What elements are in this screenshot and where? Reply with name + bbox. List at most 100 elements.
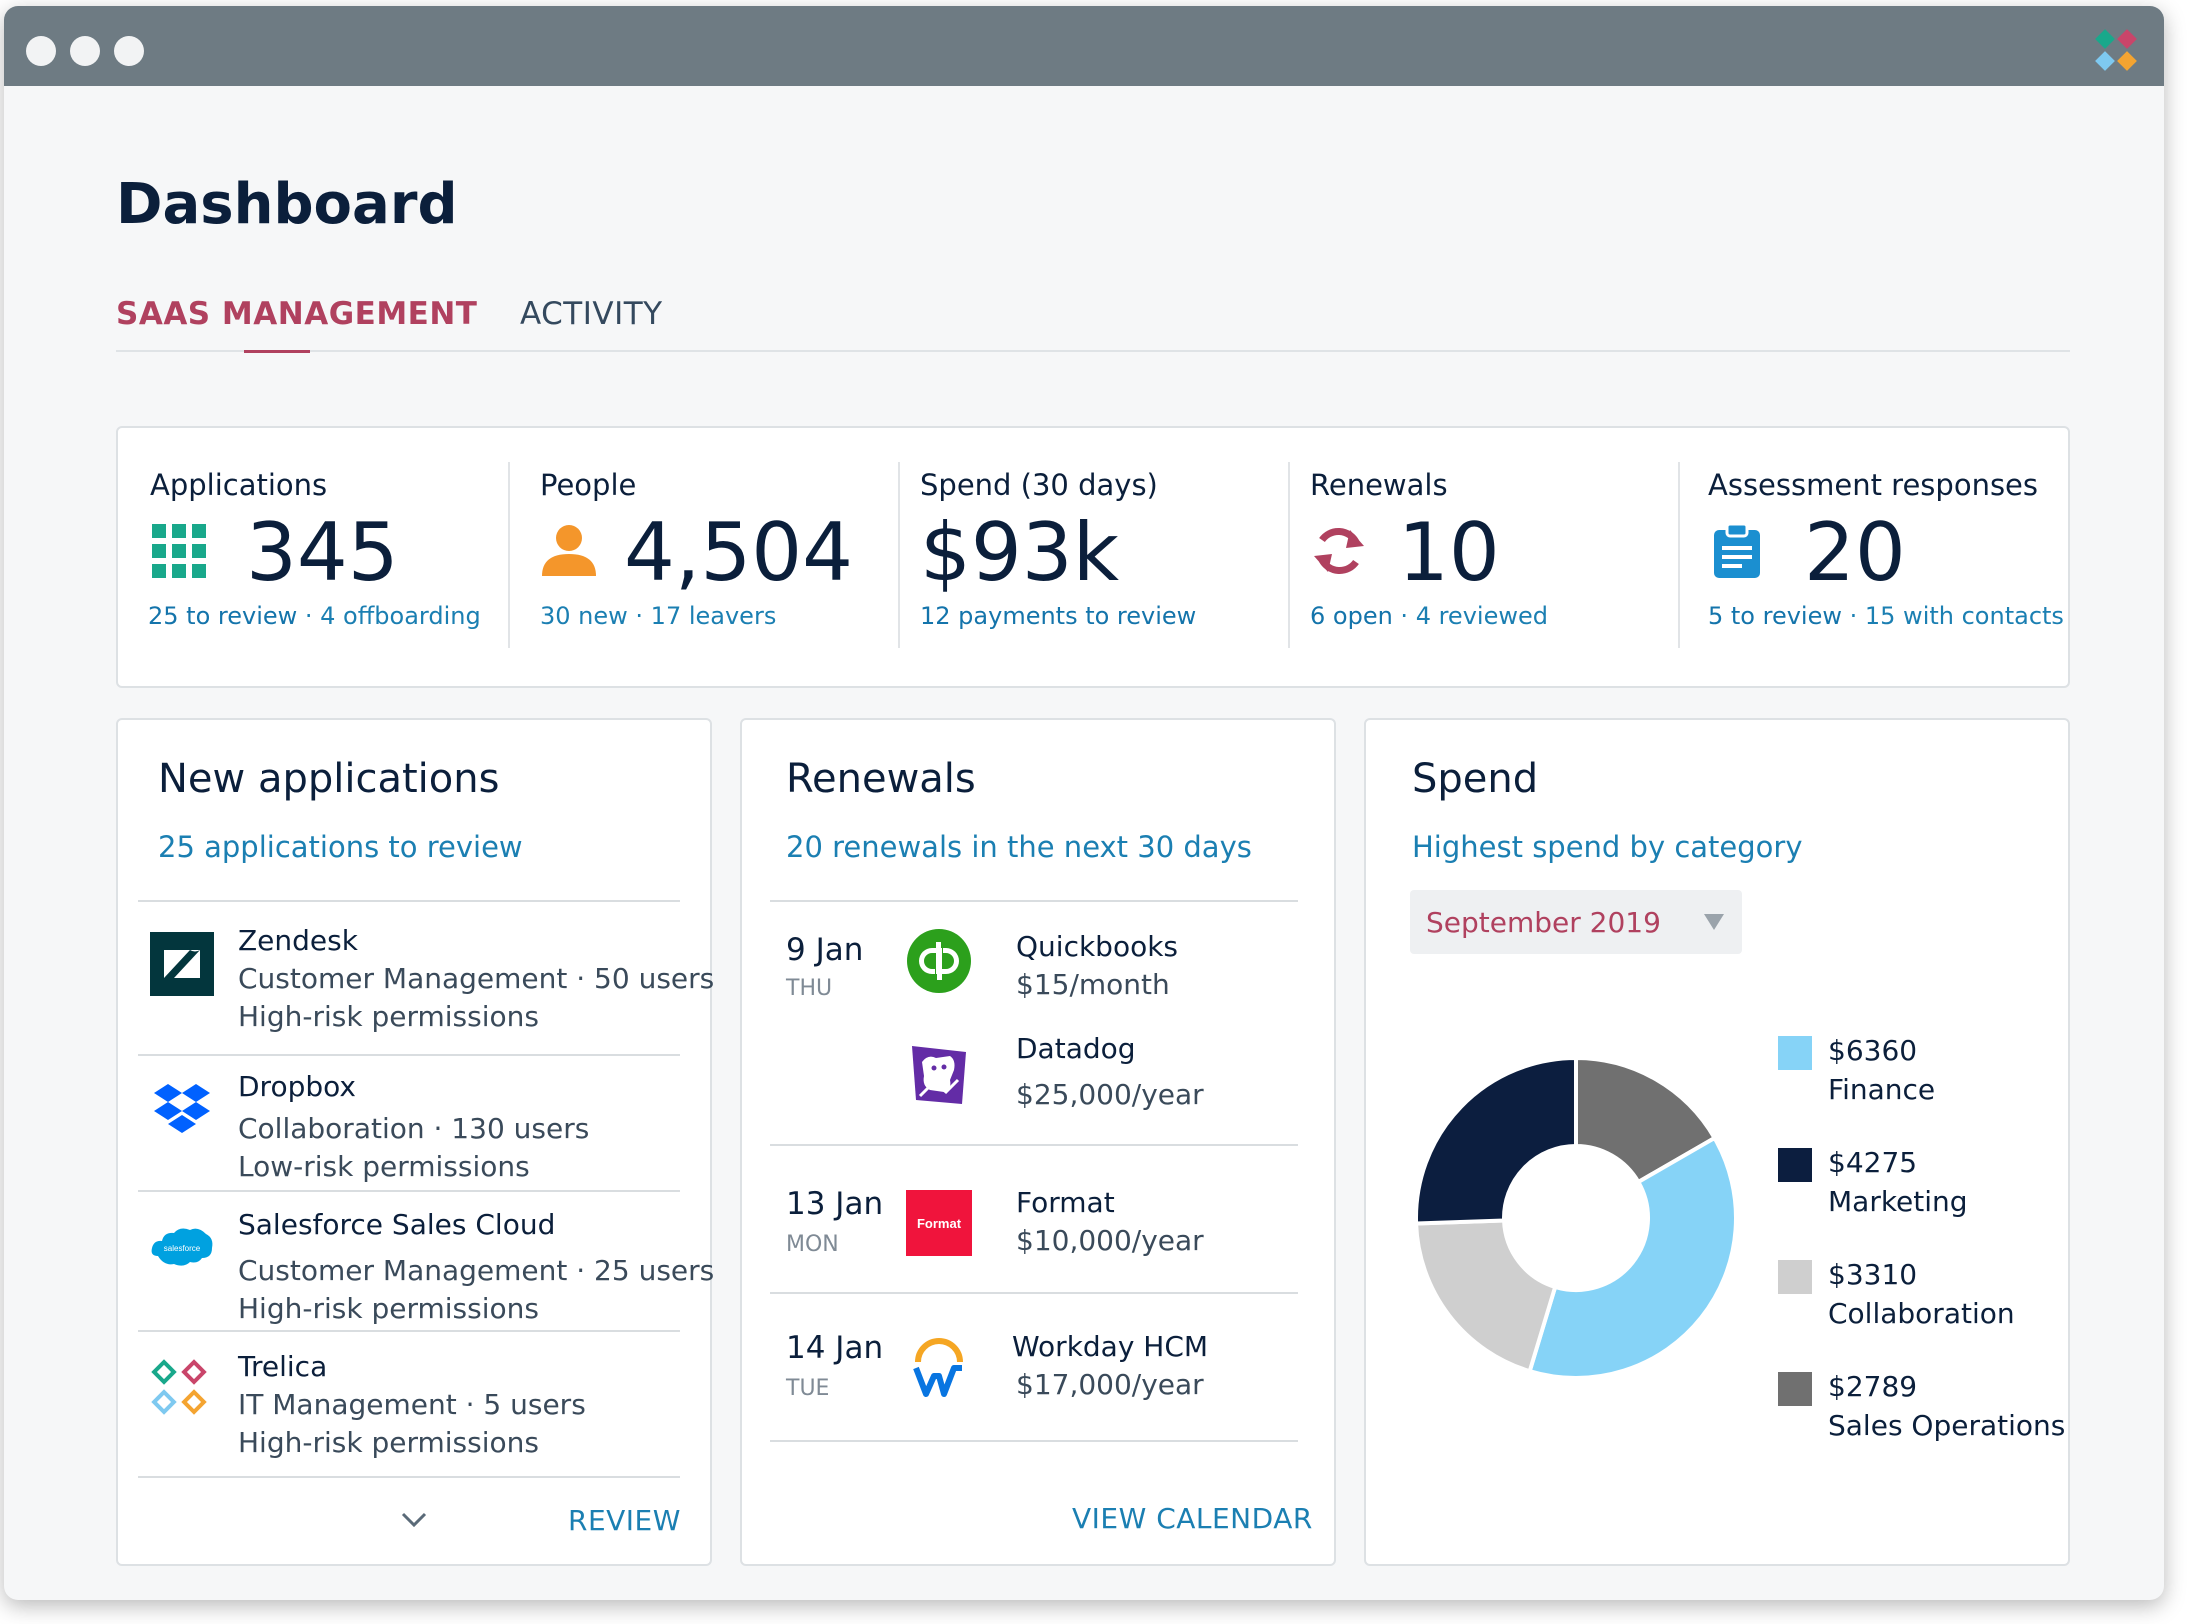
stat-subtext: 12 payments to review: [920, 602, 1196, 630]
stat-divider: [1288, 462, 1290, 648]
app-name: Zendesk: [238, 924, 358, 957]
format-logo: Format: [906, 1190, 972, 1256]
tab-activity[interactable]: ACTIVITY: [520, 296, 663, 332]
tab-saas-management[interactable]: SAAS MANAGEMENT: [116, 296, 478, 332]
renewal-weekday: MON: [786, 1232, 839, 1257]
stat-sub-separator: ·: [297, 602, 321, 630]
stat-sub-secondary-link[interactable]: 15 with contacts: [1864, 602, 2064, 630]
renewals-panel: Renewals 20 renewals in the next 30 days…: [740, 718, 1336, 1566]
panel-subtitle-link[interactable]: 20 renewals in the next 30 days: [786, 830, 1252, 864]
review-button[interactable]: REVIEW: [568, 1504, 681, 1537]
stat-renewals[interactable]: Renewals 10 6 open · 4 reviewed: [1310, 428, 1660, 686]
refresh-icon: [1314, 527, 1364, 575]
app-meta: IT Management · 5 users: [238, 1388, 586, 1421]
stat-sub-secondary-link[interactable]: 4 reviewed: [1415, 602, 1548, 630]
person-icon: [542, 525, 596, 576]
divider: [770, 1292, 1298, 1294]
stat-sub-separator: ·: [1842, 602, 1865, 630]
stat-value: $93k: [920, 506, 1120, 599]
stat-people[interactable]: People 4,504 30 new · 17 leavers: [540, 428, 890, 686]
app-meta: Customer Management · 50 users: [238, 962, 715, 995]
stat-label: Applications: [150, 468, 328, 502]
divider: [138, 1054, 680, 1056]
stat-subtext: 5 to review · 15 with contacts: [1708, 602, 2064, 630]
divider: [138, 900, 680, 902]
stat-label: Spend (30 days): [920, 468, 1158, 502]
stat-value: 10: [1398, 506, 1500, 599]
stat-value: 345: [246, 506, 399, 599]
renewal-app-name[interactable]: Datadog: [1016, 1032, 1136, 1065]
divider: [138, 1476, 680, 1478]
app-meta: Collaboration · 130 users: [238, 1112, 590, 1145]
renewal-app-name[interactable]: Format: [1016, 1186, 1115, 1219]
app-risk: Low-risk permissions: [238, 1150, 530, 1183]
renewal-price: $10,000/year: [1016, 1224, 1204, 1257]
stat-sub-primary-link[interactable]: 12 payments to review: [920, 602, 1197, 630]
stat-sub-primary-link[interactable]: 6 open: [1310, 602, 1393, 630]
legend-swatch: [1778, 1036, 1812, 1070]
list-item[interactable]: Dropbox Collaboration · 130 users Low-ri…: [138, 1070, 680, 1198]
donut-slice-finance[interactable]: [1527, 1135, 1738, 1380]
list-item[interactable]: Zendesk Customer Management · 50 users H…: [138, 924, 714, 1052]
app-name: Salesforce Sales Cloud: [238, 1208, 556, 1241]
page-title: Dashboard: [116, 172, 458, 237]
renewal-price: $17,000/year: [1016, 1368, 1204, 1401]
renewal-date: 14 Jan: [786, 1330, 884, 1366]
stat-sub-primary-link[interactable]: 25 to review: [148, 602, 298, 630]
legend-swatch: [1778, 1260, 1812, 1294]
stat-spend[interactable]: Spend (30 days) $93k 12 payments to revi…: [920, 428, 1270, 686]
renewal-app-name[interactable]: Workday HCM: [1012, 1330, 1209, 1363]
legend-label: Marketing: [1828, 1185, 1968, 1218]
stat-value: 20: [1804, 506, 1906, 599]
renewal-weekday: TUE: [786, 1376, 830, 1401]
trelica-logo: [151, 1359, 207, 1415]
legend-value: $6360: [1828, 1034, 1918, 1067]
divider: [770, 1144, 1298, 1146]
list-item[interactable]: salesforce Salesforce Sales Cloud Custom…: [138, 1208, 714, 1336]
app-window: Dashboard SAAS MANAGEMENT ACTIVITY Appli…: [4, 6, 2164, 1600]
svg-text:Format: Format: [917, 1216, 962, 1231]
legend-value: $2789: [1828, 1370, 1918, 1403]
dropbox-logo: [154, 1084, 210, 1133]
new-applications-panel: New applications 25 applications to revi…: [116, 718, 714, 1566]
stat-sub-secondary-link[interactable]: 17 leavers: [650, 602, 777, 630]
divider: [138, 1330, 680, 1332]
stat-applications[interactable]: Applications 345 25 to review · 4 offboa…: [148, 428, 500, 686]
tab-bar: SAAS MANAGEMENT ACTIVITY: [116, 296, 2070, 353]
stat-sub-secondary-link[interactable]: 4 offboarding: [320, 602, 481, 630]
panel-subtitle-link[interactable]: 25 applications to review: [158, 830, 523, 864]
donut-slice-collaboration[interactable]: [1414, 1218, 1558, 1374]
stat-sub-primary-link[interactable]: 5 to review: [1708, 602, 1842, 630]
panel-title: Spend: [1412, 756, 1539, 802]
panel-subtitle-link[interactable]: Highest spend by category: [1412, 830, 1803, 864]
list-item[interactable]: Trelica IT Management · 5 users High-ris…: [138, 1350, 680, 1478]
renewal-date: 9 Jan: [786, 932, 864, 968]
trelica-brand-icon: [2095, 29, 2137, 71]
stat-assessment-responses[interactable]: Assessment responses 20 5 to review · 15…: [1708, 428, 2064, 686]
legend-value: $3310: [1828, 1258, 1918, 1291]
app-risk: High-risk permissions: [238, 1426, 539, 1459]
spend-donut-chart: [1414, 1056, 1738, 1380]
window-zoom-dot[interactable]: [114, 36, 144, 66]
window-close-dot[interactable]: [26, 36, 56, 66]
legend-label: Finance: [1828, 1073, 1936, 1106]
donut-slice-sales-operations[interactable]: [1574, 1056, 1718, 1185]
renewal-date: 13 Jan: [786, 1186, 884, 1222]
chevron-down-icon[interactable]: [400, 1510, 428, 1530]
divider: [138, 1190, 680, 1192]
stat-subtext: 30 new · 17 leavers: [540, 602, 776, 630]
donut-slice-marketing[interactable]: [1414, 1056, 1578, 1226]
active-tab-indicator: [244, 350, 310, 353]
view-calendar-button[interactable]: VIEW CALENDAR: [1072, 1502, 1313, 1535]
divider: [770, 1440, 1298, 1442]
stats-card: Applications 345 25 to review · 4 offboa…: [116, 426, 2070, 688]
stat-divider: [508, 462, 510, 648]
period-select-value: September 2019: [1426, 906, 1661, 939]
renewal-app-name[interactable]: Quickbooks: [1016, 930, 1179, 963]
app-risk: High-risk permissions: [238, 1000, 539, 1033]
spend-panel: Spend Highest spend by category Septembe…: [1364, 718, 2070, 1566]
period-select[interactable]: September 2019: [1410, 890, 1742, 954]
window-minimize-dot[interactable]: [70, 36, 100, 66]
stat-sub-primary-link[interactable]: 30 new: [540, 602, 628, 630]
legend-swatch: [1778, 1148, 1812, 1182]
